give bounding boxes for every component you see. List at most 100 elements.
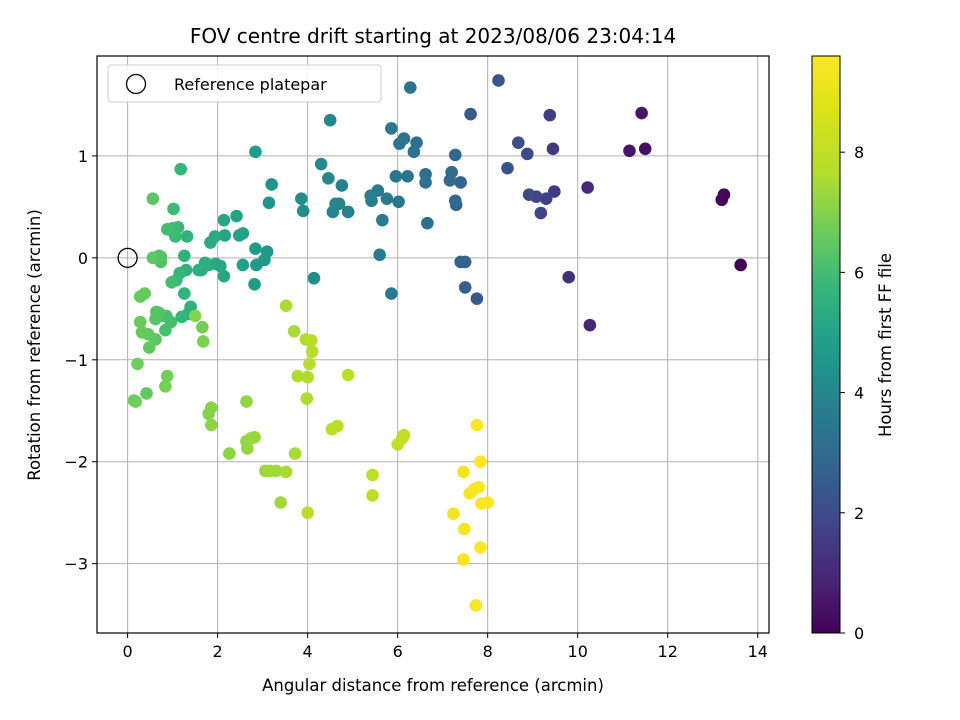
- data-point: [539, 192, 553, 206]
- data-point: [160, 223, 174, 236]
- data-point: [366, 468, 379, 482]
- colorbar-tick-label: 8: [854, 143, 864, 162]
- y-axis-ticks: −3 −2 −1 0 1: [64, 147, 97, 574]
- y-tick-label: 0: [78, 249, 88, 268]
- data-point: [307, 271, 321, 285]
- data-point: [159, 323, 172, 337]
- data-point: [341, 205, 355, 219]
- data-point: [192, 263, 206, 277]
- data-point: [217, 213, 231, 227]
- data-point: [223, 447, 236, 460]
- data-point: [131, 357, 144, 371]
- data-point: [323, 113, 337, 127]
- data-point: [178, 287, 191, 300]
- data-point: [457, 553, 470, 566]
- data-point: [265, 178, 278, 191]
- colorbar-tick-label: 0: [854, 624, 864, 643]
- data-point: [305, 345, 319, 358]
- data-point: [127, 394, 141, 407]
- data-point: [296, 204, 310, 218]
- chart-title: FOV centre drift starting at 2023/08/06 …: [190, 24, 676, 48]
- colorbar-tick-label: 2: [854, 504, 864, 523]
- data-point: [249, 145, 262, 159]
- data-point: [341, 368, 355, 382]
- data-point: [217, 269, 231, 283]
- data-point: [443, 174, 457, 187]
- x-axis-label: Angular distance from reference (arcmin): [262, 676, 604, 695]
- data-point: [167, 202, 180, 216]
- x-tick-label: 10: [568, 642, 588, 661]
- data-point: [196, 320, 209, 334]
- data-point: [241, 442, 254, 455]
- data-point: [534, 206, 548, 220]
- data-point: [303, 357, 316, 371]
- data-point: [392, 195, 405, 209]
- data-point: [295, 192, 308, 206]
- data-point: [419, 176, 432, 189]
- data-point: [146, 251, 160, 265]
- y-tick-label: −2: [64, 453, 88, 472]
- data-point: [322, 172, 335, 185]
- data-point: [291, 369, 305, 383]
- data-point: [165, 276, 179, 289]
- data-point: [454, 255, 467, 269]
- data-point: [638, 142, 652, 156]
- data-point: [300, 392, 314, 405]
- data-point: [458, 281, 472, 294]
- legend-label: Reference platepar: [174, 75, 327, 94]
- data-point: [548, 185, 561, 198]
- data-point: [288, 447, 302, 460]
- data-point: [376, 213, 389, 227]
- data-point: [314, 157, 328, 171]
- data-point: [481, 496, 494, 509]
- data-point: [140, 387, 153, 400]
- data-point: [623, 144, 636, 158]
- data-point: [175, 310, 188, 324]
- colorbar-label: Hours from first FF file: [876, 253, 895, 437]
- data-point: [304, 334, 318, 347]
- data-point: [448, 148, 462, 162]
- data-point: [178, 249, 191, 263]
- data-point: [469, 599, 483, 612]
- colorbar: 0 2 4 6 8 Hours from first FF file: [811, 55, 895, 643]
- data-point: [218, 229, 232, 242]
- data-point: [457, 522, 471, 536]
- data-point: [180, 230, 194, 243]
- data-point: [562, 270, 576, 284]
- data-point: [196, 335, 210, 348]
- x-axis-ticks: 0 2 4 6 8 10 12 14: [123, 633, 768, 661]
- y-tick-label: 1: [78, 147, 88, 166]
- data-point: [581, 181, 594, 194]
- x-tick-label: 0: [123, 642, 133, 661]
- data-point: [133, 315, 147, 329]
- data-point: [279, 299, 293, 313]
- data-point: [249, 242, 262, 255]
- data-point: [240, 395, 253, 408]
- data-point: [232, 229, 246, 242]
- data-point: [205, 418, 218, 432]
- y-tick-label: −3: [64, 555, 88, 574]
- data-point: [364, 189, 377, 202]
- y-tick-label: −1: [64, 351, 88, 370]
- data-point: [149, 312, 162, 326]
- data-point: [474, 455, 487, 469]
- data-point: [470, 292, 484, 305]
- data-point: [301, 370, 314, 384]
- data-point: [715, 193, 729, 207]
- data-point: [262, 196, 276, 210]
- data-point: [522, 188, 536, 201]
- data-points: [127, 74, 747, 612]
- data-point: [326, 205, 340, 219]
- data-point: [366, 489, 379, 502]
- reference-platepar-marker: [117, 247, 138, 268]
- colorbar-gradient: [811, 55, 841, 634]
- data-point: [160, 369, 174, 383]
- plot-area-frame: [96, 55, 770, 634]
- data-point: [279, 465, 293, 479]
- x-tick-label: 14: [748, 642, 768, 661]
- data-point: [135, 325, 149, 339]
- data-point: [448, 194, 462, 208]
- x-tick-label: 2: [213, 642, 223, 661]
- legend: Reference platepar: [107, 64, 382, 103]
- data-point: [248, 278, 261, 291]
